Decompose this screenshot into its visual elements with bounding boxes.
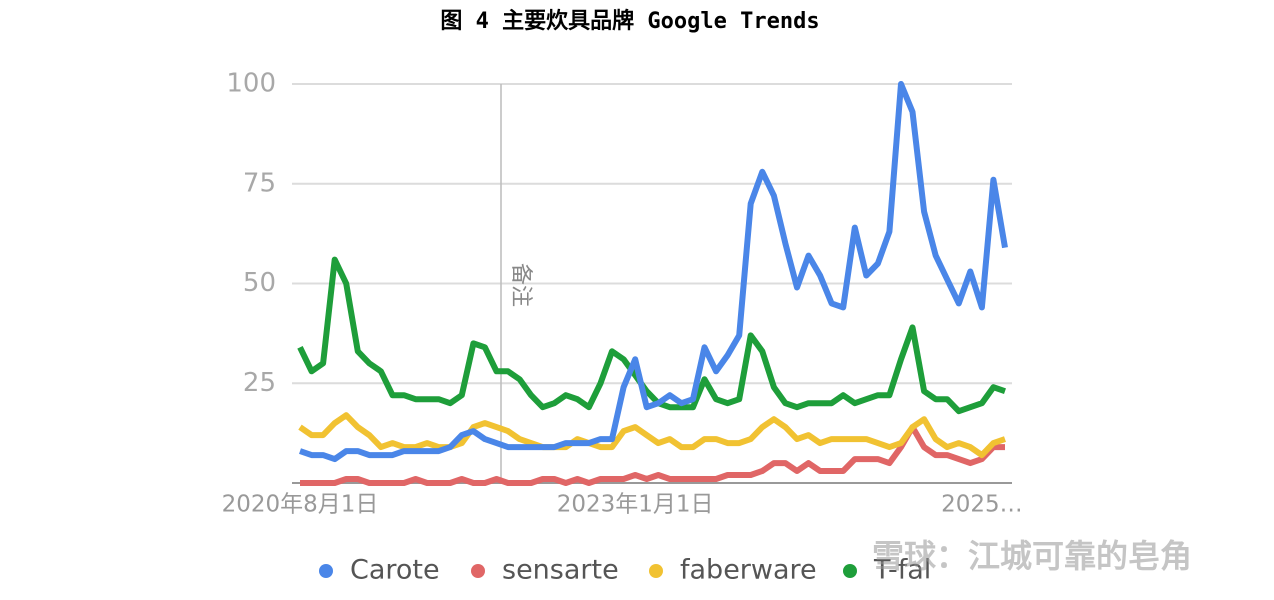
- legend-marker: [843, 564, 857, 578]
- legend-label: sensarte: [502, 555, 619, 586]
- legend-label: faberware: [680, 555, 817, 586]
- series-line: [298, 412, 1006, 459]
- x-tick-label: 2020年8月1日: [222, 492, 379, 518]
- watermark: 雪球：江城可靠的皂角: [872, 537, 1192, 575]
- legend-label: Carote: [350, 555, 440, 586]
- y-tick-label: 50: [243, 268, 276, 298]
- series-line: [299, 81, 1008, 463]
- x-tick-label: 2025…: [941, 492, 1023, 518]
- chart-title: 图 4 主要炊具品牌 Google Trends: [440, 8, 819, 34]
- series-line: [297, 256, 1006, 415]
- x-tick-label: 2023年1月1日: [557, 492, 714, 518]
- annotation-text: 备注: [508, 263, 533, 307]
- y-tick-label: 100: [226, 69, 276, 99]
- legend-marker: [319, 564, 333, 578]
- legend-marker: [471, 564, 485, 578]
- series-line: [300, 424, 1005, 486]
- y-tick-label: 75: [243, 168, 276, 198]
- y-tick-label: 25: [243, 368, 276, 398]
- legend-label: T-fal: [873, 555, 931, 586]
- legend-marker: [649, 564, 663, 578]
